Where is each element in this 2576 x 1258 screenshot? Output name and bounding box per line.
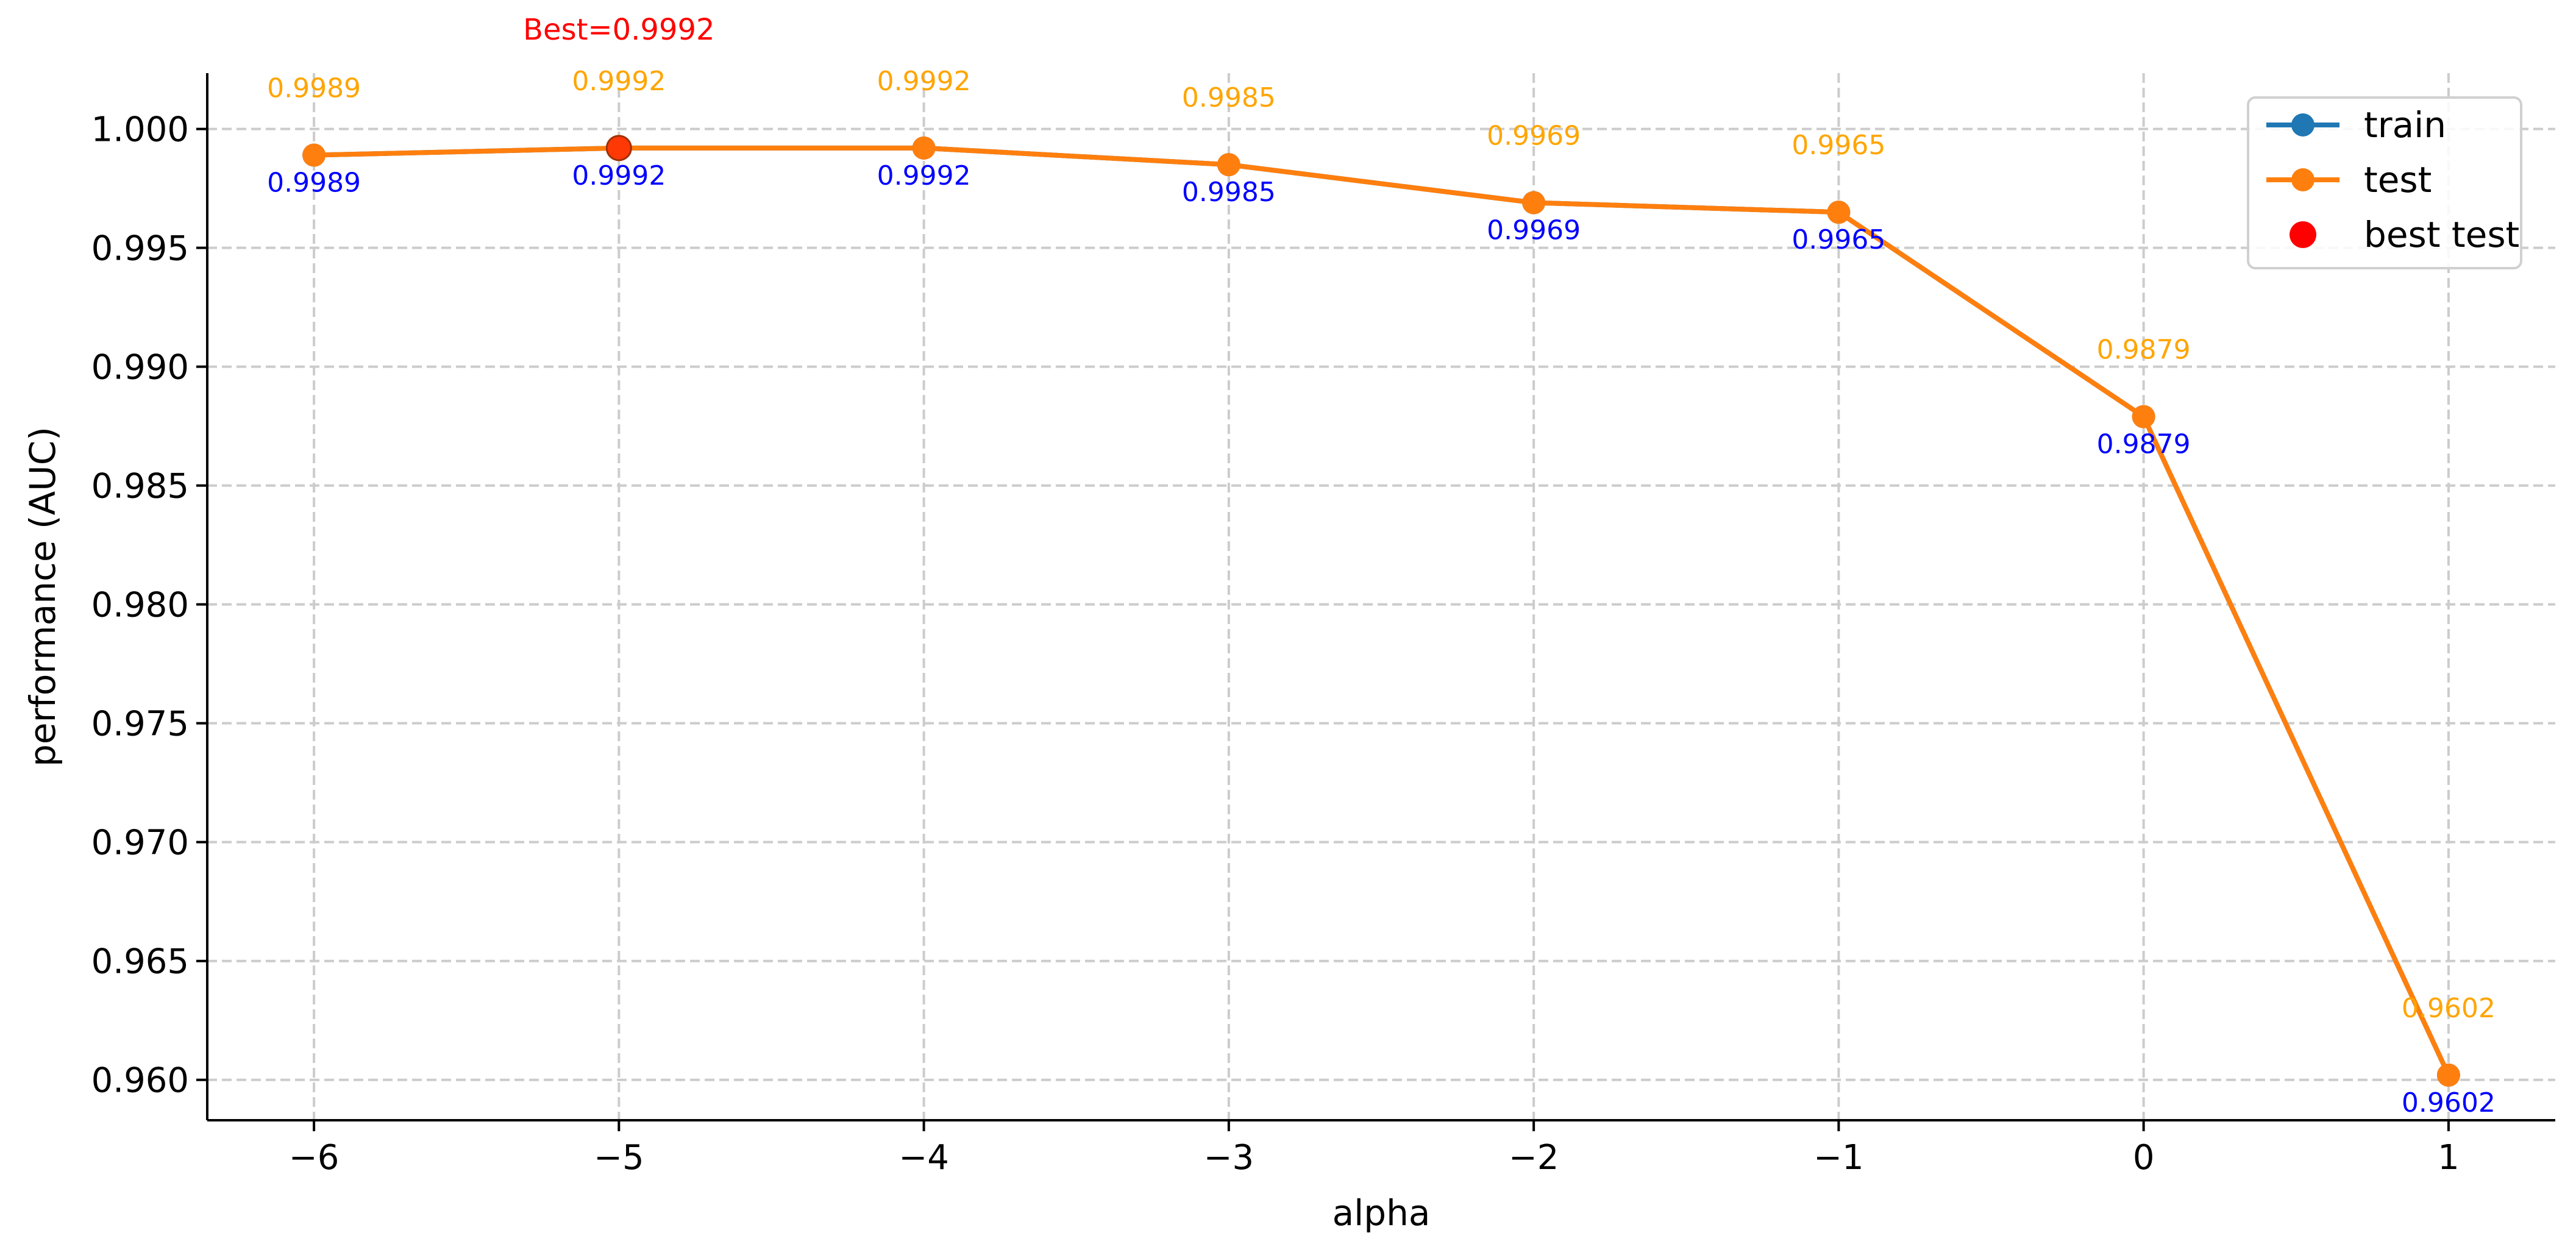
data-label-test: 0.9969 xyxy=(1487,121,1581,152)
data-label-train: 0.9965 xyxy=(1791,224,1885,255)
legend-train-label: train xyxy=(2364,104,2446,146)
y-tick-label: 0.980 xyxy=(91,586,189,625)
data-label-test: 0.9879 xyxy=(2097,335,2191,366)
legend-layer: train test best test xyxy=(2247,96,2522,269)
series-line-train xyxy=(313,145,2451,1076)
series-point-test xyxy=(1827,201,1851,224)
x-tick-label: 0 xyxy=(2133,1138,2155,1178)
y-tick-label: 0.990 xyxy=(91,348,189,388)
series-point-test xyxy=(2436,1063,2460,1087)
data-label-train: 0.9602 xyxy=(2402,1087,2496,1118)
x-tick-label: −1 xyxy=(1813,1138,1864,1178)
data-label-test: 0.9965 xyxy=(1791,130,1885,161)
y-tick-label: 0.965 xyxy=(91,942,189,982)
data-label-test: 0.9985 xyxy=(1182,82,1276,113)
legend-test-label: test xyxy=(2364,159,2432,201)
series-point-test xyxy=(1522,191,1546,215)
best-annotation: Best=0.9992 xyxy=(523,13,714,47)
series-point-test xyxy=(302,143,326,167)
axes-layer: −6 −5 −4 −3 −2 −1 0 1 0.960 0.965 0.970 0.975 0.980 0… xyxy=(22,73,2555,1234)
data-label-train: 0.9879 xyxy=(2097,429,2191,460)
y-tick-label: 0.995 xyxy=(91,229,189,269)
data-label-test: 0.9602 xyxy=(2402,993,2496,1024)
data-label-train: 0.9989 xyxy=(267,168,361,199)
x-tick-label: −3 xyxy=(1204,1138,1254,1178)
y-axis-title: performance (AUC) xyxy=(22,427,63,767)
y-tick-label: 0.975 xyxy=(91,705,189,744)
series-point-test xyxy=(1217,153,1240,177)
y-tick-label: 0.970 xyxy=(91,823,189,863)
x-tick-label: −5 xyxy=(594,1138,644,1178)
x-tick-label: −2 xyxy=(1509,1138,1559,1178)
x-tick-label: −6 xyxy=(289,1138,340,1178)
legend-best-test-marker xyxy=(2290,221,2316,248)
legend-test-marker xyxy=(2291,168,2314,191)
data-label-test: 0.9992 xyxy=(877,66,971,97)
data-label-test: 0.9989 xyxy=(267,73,361,104)
data-label-train: 0.9992 xyxy=(877,160,971,191)
data-label-test: 0.9992 xyxy=(572,66,666,97)
legend-train-marker xyxy=(2291,113,2314,137)
data-label-train: 0.9985 xyxy=(1182,177,1276,208)
series-point-test xyxy=(2132,405,2155,428)
grid-layer xyxy=(207,73,2555,1120)
y-tick-label: 1.000 xyxy=(91,110,189,150)
best-test-point xyxy=(605,135,632,162)
x-tick-label: 1 xyxy=(2438,1138,2460,1178)
series-layer xyxy=(302,135,2460,1087)
x-tick-label: −4 xyxy=(898,1138,949,1178)
legend-box xyxy=(2247,96,2522,269)
y-tick-label: 0.985 xyxy=(91,467,189,506)
series-point-test xyxy=(912,136,936,160)
y-tick-label: 0.960 xyxy=(91,1061,189,1101)
series-line-test xyxy=(313,145,2451,1076)
x-axis-title: alpha xyxy=(1332,1192,1431,1234)
data-label-train: 0.9969 xyxy=(1487,215,1581,246)
data-label-train: 0.9992 xyxy=(572,160,666,191)
legend-best-test-label: best test xyxy=(2364,214,2519,255)
label-layer: 0.9989 0.9992 0.9992 0.9985 0.9969 0.9965 0.98… xyxy=(267,13,2496,1118)
